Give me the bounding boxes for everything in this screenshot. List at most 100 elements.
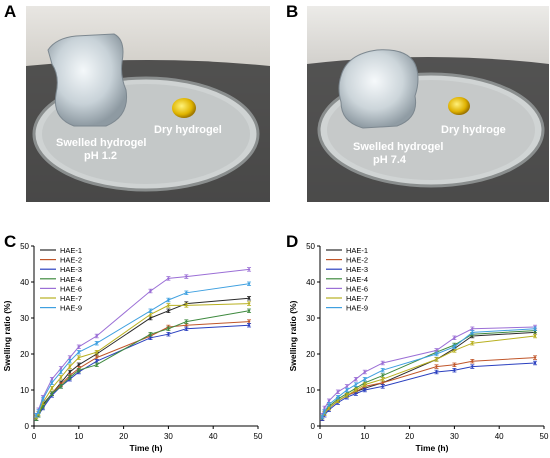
data-point (95, 334, 98, 338)
data-point (95, 363, 98, 366)
chart-c: 0 10 20 30 40 50 0 10 20 30 40 50 Time (h) Swelling r… (0, 232, 272, 458)
x-axis-label: Time (h) (130, 443, 163, 453)
data-point (247, 320, 251, 323)
data-point (247, 282, 251, 285)
data-point (471, 331, 474, 334)
legend-label: HAE-1 (346, 246, 368, 255)
x-tick-label: 40 (495, 432, 504, 441)
data-point (68, 376, 72, 379)
data-point (327, 406, 331, 410)
legend-label: HAE-9 (60, 304, 82, 313)
data-point (336, 390, 340, 393)
y-tick-label: 10 (306, 386, 315, 395)
data-point (354, 388, 358, 392)
data-point (471, 360, 474, 363)
data-point (59, 370, 63, 374)
data-point (247, 297, 251, 300)
legend-label: HAE-9 (346, 304, 368, 313)
data-point (77, 345, 81, 348)
data-point (77, 369, 81, 372)
data-point (336, 396, 340, 399)
data-point (50, 381, 54, 384)
label-swelled-a-line1: Swelled hydrogel (56, 137, 146, 149)
dry-hydrogel-shape (172, 98, 196, 118)
data-point (247, 324, 251, 327)
data-point (381, 369, 384, 372)
data-point (533, 327, 537, 330)
x-tick-label: 20 (119, 432, 128, 441)
data-point (323, 406, 326, 410)
data-point (247, 309, 251, 312)
data-point (453, 336, 456, 339)
data-point (321, 415, 324, 419)
data-point (149, 289, 152, 293)
series-line-hae-9 (321, 328, 536, 418)
legend-label: HAE-3 (60, 265, 82, 274)
x-tick-label: 0 (318, 432, 323, 441)
legend-label: HAE-3 (346, 265, 368, 274)
y-tick-label: 50 (20, 242, 29, 251)
data-point (149, 316, 152, 320)
data-point (533, 361, 537, 365)
data-point (95, 360, 98, 363)
data-point (363, 388, 366, 392)
data-point (50, 387, 54, 390)
label-swelled-b-line2: pH 7.4 (373, 154, 407, 166)
series-line-hae-3 (35, 324, 250, 420)
y-tick-label: 30 (20, 314, 29, 323)
data-point (59, 385, 63, 388)
data-point (345, 385, 349, 388)
data-point (185, 275, 188, 278)
data-point (59, 376, 63, 379)
series-line-hae-7 (321, 335, 536, 418)
data-point (68, 365, 72, 368)
y-tick-label: 50 (306, 242, 315, 251)
data-point (363, 383, 366, 386)
data-point (363, 378, 366, 381)
data-point (185, 291, 188, 294)
x-axis-label: Time (h) (416, 443, 449, 453)
y-axis-label: Swelling ratio (%) (288, 300, 298, 371)
data-point (185, 327, 188, 330)
photo-panel-b: Swelled hydrogel pH 7.4 Dry hydroge (307, 6, 549, 202)
legend-label: HAE-7 (346, 294, 368, 303)
y-tick-label: 20 (306, 350, 315, 359)
y-tick-label: 0 (25, 422, 30, 431)
data-point (363, 370, 366, 374)
x-tick-label: 40 (209, 432, 218, 441)
data-point (381, 374, 384, 377)
data-point (453, 345, 456, 348)
swelled-hydrogel-shape (47, 33, 128, 127)
data-point (435, 370, 438, 374)
data-point (41, 405, 45, 408)
data-point (149, 309, 152, 312)
data-point (354, 392, 358, 395)
x-tick-label: 10 (74, 432, 83, 441)
panel-letter-c: C (4, 232, 17, 251)
data-point (167, 298, 170, 302)
data-point (50, 378, 54, 381)
data-point (95, 351, 98, 354)
data-point (471, 327, 474, 330)
panel-letter-d: D (286, 232, 299, 251)
data-point (77, 351, 81, 354)
data-point (77, 356, 81, 359)
legend-label: HAE-1 (60, 246, 82, 255)
legend-label: HAE-4 (346, 275, 368, 284)
label-swelled-a-line2: pH 1.2 (84, 150, 117, 162)
data-point (167, 333, 170, 336)
data-point (185, 324, 188, 327)
y-tick-label: 20 (20, 350, 29, 359)
data-point (77, 363, 81, 366)
data-point (533, 356, 537, 359)
data-point (381, 385, 384, 388)
data-point (68, 370, 72, 374)
x-tick-label: 20 (405, 432, 414, 441)
data-point (354, 378, 358, 381)
data-point (435, 349, 438, 352)
series-line-hae-1 (321, 331, 536, 419)
data-point (381, 361, 384, 365)
data-point (50, 392, 54, 395)
y-tick-label: 10 (20, 386, 29, 395)
data-point (453, 363, 456, 366)
